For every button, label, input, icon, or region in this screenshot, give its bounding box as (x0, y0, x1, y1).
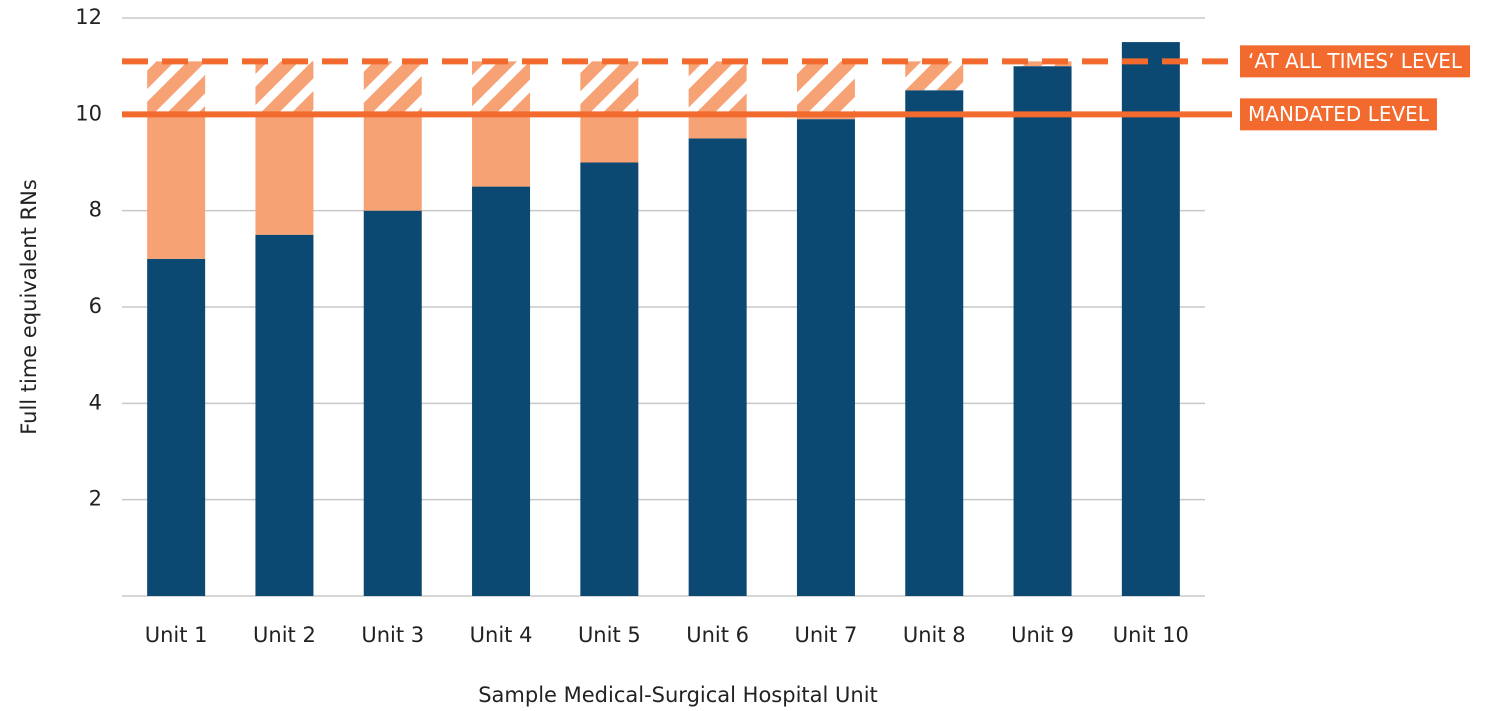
bar-segment (688, 138, 747, 596)
x-tick-label: Unit 7 (795, 623, 858, 647)
y-tick-label: 12 (75, 5, 102, 29)
hatched-bar-segment (147, 61, 206, 115)
x-tick-label: Unit 2 (253, 623, 316, 647)
bar-segment (147, 114, 206, 259)
bar-segment (363, 114, 422, 211)
y-tick-label: 8 (89, 198, 102, 222)
bar-segment (472, 114, 531, 187)
x-tick-label: Unit 5 (578, 623, 641, 647)
bar-segment (580, 114, 639, 163)
y-tick-label: 2 (89, 487, 102, 511)
bar-segment (363, 210, 422, 596)
bar-segment (688, 114, 747, 139)
bar-segment (472, 186, 531, 597)
y-tick-label: 4 (89, 390, 102, 414)
hatched-bar-segment (580, 61, 639, 115)
x-tick-label: Unit 10 (1113, 623, 1189, 647)
hatched-bar-segment (363, 61, 422, 115)
hatched-bar-segment (255, 61, 314, 115)
x-tick-label: Unit 8 (903, 623, 966, 647)
y-tick-label: 6 (89, 294, 102, 318)
hatched-bar-segment (796, 61, 855, 115)
bar-segment (796, 119, 855, 597)
bar-segment (905, 90, 964, 596)
hatched-bar-segment (905, 61, 964, 91)
bar-segment (580, 162, 639, 596)
bar-segment (147, 258, 206, 596)
reference-label-box (1240, 98, 1437, 131)
x-tick-label: Unit 3 (361, 623, 424, 647)
bar-segment (1121, 42, 1180, 597)
x-tick-label: Unit 6 (686, 623, 749, 647)
ref-label: ‘AT ALL TIMES’ LEVEL (1248, 49, 1463, 73)
bar-segment (255, 234, 314, 596)
bar-segment (255, 114, 314, 235)
x-tick-label: Unit 4 (470, 623, 533, 647)
x-tick-label: Unit 1 (145, 623, 208, 647)
x-axis-title: Sample Medical-Surgical Hospital Unit (478, 683, 878, 707)
hatched-bar-segment (688, 61, 747, 115)
bar-segment (1013, 66, 1072, 596)
y-axis-title: Full time equivalent RNs (17, 179, 41, 435)
x-tick-label: Unit 9 (1011, 623, 1074, 647)
reference-label-box (1240, 45, 1471, 78)
y-tick-label: 10 (75, 101, 102, 125)
hatched-bar-segment (472, 61, 531, 115)
ref-label: MANDATED LEVEL (1248, 102, 1430, 126)
